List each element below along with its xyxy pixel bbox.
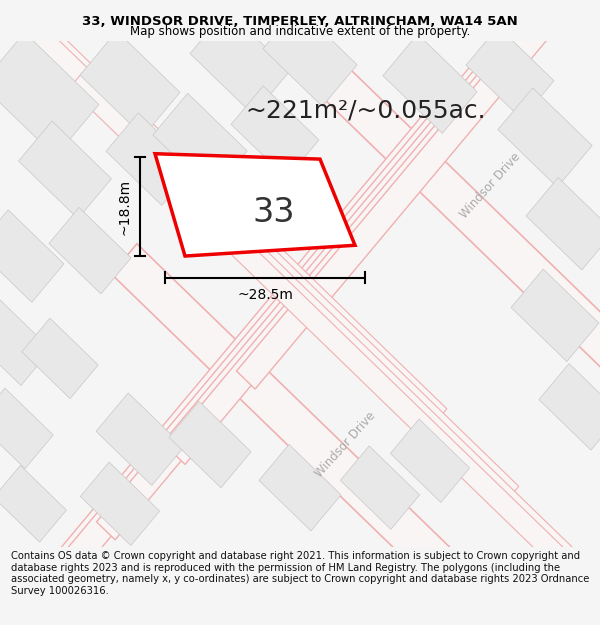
Polygon shape (0, 299, 51, 386)
Polygon shape (96, 393, 184, 486)
Polygon shape (0, 466, 67, 542)
Polygon shape (263, 7, 357, 106)
Polygon shape (167, 0, 600, 464)
Text: 33: 33 (253, 196, 295, 229)
Text: ~18.8m: ~18.8m (118, 179, 132, 234)
Polygon shape (97, 0, 583, 540)
Polygon shape (539, 364, 600, 450)
Polygon shape (231, 86, 319, 178)
Polygon shape (106, 113, 194, 206)
Polygon shape (22, 318, 98, 399)
Polygon shape (498, 88, 592, 188)
Polygon shape (511, 269, 599, 361)
Polygon shape (190, 9, 290, 115)
Polygon shape (69, 72, 600, 592)
Text: Contains OS data © Crown copyright and database right 2021. This information is : Contains OS data © Crown copyright and d… (11, 551, 589, 596)
Polygon shape (80, 31, 180, 136)
Polygon shape (19, 121, 112, 219)
Polygon shape (155, 154, 355, 256)
Text: Map shows position and indicative extent of the property.: Map shows position and indicative extent… (130, 25, 470, 38)
Polygon shape (153, 93, 247, 192)
Polygon shape (383, 34, 477, 133)
Polygon shape (153, 162, 600, 625)
Polygon shape (259, 444, 341, 531)
Text: 33, WINDSOR DRIVE, TIMPERLEY, ALTRINCHAM, WA14 5AN: 33, WINDSOR DRIVE, TIMPERLEY, ALTRINCHAM… (82, 15, 518, 28)
Polygon shape (169, 401, 251, 488)
Polygon shape (526, 177, 600, 270)
Text: Windsor Drive: Windsor Drive (457, 151, 523, 221)
Polygon shape (49, 208, 131, 294)
Text: Windsor Drive: Windsor Drive (312, 409, 378, 480)
Polygon shape (0, 0, 447, 425)
Polygon shape (112, 244, 508, 625)
Polygon shape (0, 0, 519, 503)
Polygon shape (272, 18, 600, 408)
Polygon shape (0, 32, 99, 156)
Polygon shape (0, 388, 53, 469)
Polygon shape (466, 27, 554, 119)
Polygon shape (236, 0, 600, 389)
Text: ~28.5m: ~28.5m (237, 288, 293, 302)
Polygon shape (340, 446, 419, 529)
Polygon shape (0, 210, 64, 302)
Polygon shape (391, 419, 470, 502)
Polygon shape (26, 37, 514, 615)
Text: ~221m²/~0.055ac.: ~221m²/~0.055ac. (245, 99, 485, 122)
Polygon shape (0, 112, 443, 625)
Polygon shape (80, 462, 160, 546)
